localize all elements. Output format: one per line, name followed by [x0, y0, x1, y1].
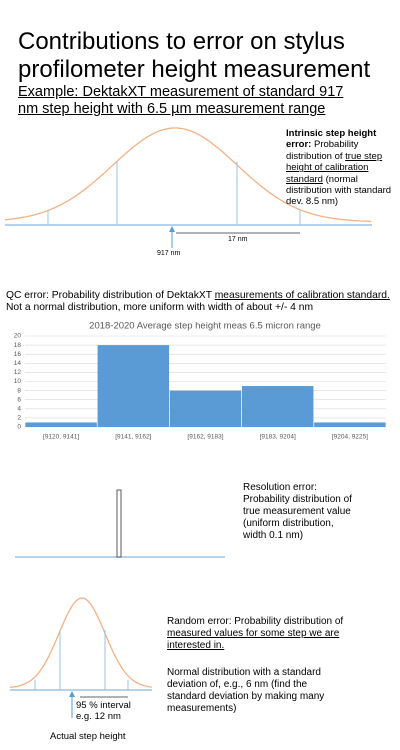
random-text-2: Normal distribution with a standard devi… [167, 667, 325, 714]
text: QC error: Probability distribution of De… [6, 290, 215, 301]
bell-curve [9, 597, 153, 688]
y-tick-label: 2 [17, 415, 21, 422]
y-tick-label: 6 [17, 396, 21, 403]
text: (normal distribution with standard dev. … [286, 173, 392, 208]
heading: Intrinsic step height error: [286, 128, 377, 151]
x-tick-label: [9120, 9141] [43, 434, 79, 441]
x-tick-label: [9204, 9225] [332, 434, 368, 441]
bar [314, 422, 386, 427]
y-tick-label: 8 [17, 387, 21, 394]
interval-label: 95 % interval e.g. 12 nm [76, 700, 131, 723]
title: Contributions to error on stylus profilo… [18, 28, 371, 84]
text: Not a normal distribution, more uniform … [6, 302, 314, 314]
y-tick-label: 0 [17, 424, 21, 431]
x-tick-label: [9141, 9162] [115, 434, 151, 441]
center-label: 917 nm [157, 250, 181, 257]
y-tick-label: 4 [17, 406, 21, 413]
y-tick-label: 16 [14, 351, 22, 358]
x-tick-label: [9162, 9183] [187, 434, 223, 441]
underlined-text: measured values for some step we are int… [167, 628, 340, 651]
y-tick-label: 18 [14, 342, 22, 349]
histogram: 2018-2020 Average step height meas 6.5 m… [14, 321, 386, 441]
y-tick-label: 14 [14, 360, 22, 367]
y-tick-label: 12 [14, 369, 22, 376]
chart-title: 2018-2020 Average step height meas 6.5 m… [89, 321, 321, 332]
text: Random error: Probability distribution o… [167, 616, 344, 627]
bar [241, 386, 314, 427]
width-label: 17 nm [228, 236, 248, 243]
bar [169, 390, 242, 427]
center-label: Actual step height [50, 731, 126, 742]
y-tick-label: 20 [14, 333, 22, 340]
intrinsic-text: Intrinsic step height error: Probability… [286, 128, 396, 208]
underlined-text: true step height of calibration standard [286, 150, 383, 185]
uniform-distribution [116, 489, 122, 558]
x-tick-label: [9183, 9204] [260, 434, 296, 441]
bell-curve [4, 127, 372, 223]
text: Probability distribution of [286, 139, 359, 162]
random-text: Random error: Probability distribution o… [167, 616, 352, 652]
underlined-text: measurements of calibration standard. [214, 290, 390, 301]
subtitle: Example: DektakXT measurement of standar… [18, 84, 344, 118]
resolution-text: Resolution error: Probability distributi… [243, 482, 352, 541]
y-tick-label: 10 [14, 378, 22, 385]
qc-text: QC error: Probability distribution of De… [6, 290, 396, 315]
bar [25, 422, 97, 427]
bar [97, 345, 170, 427]
